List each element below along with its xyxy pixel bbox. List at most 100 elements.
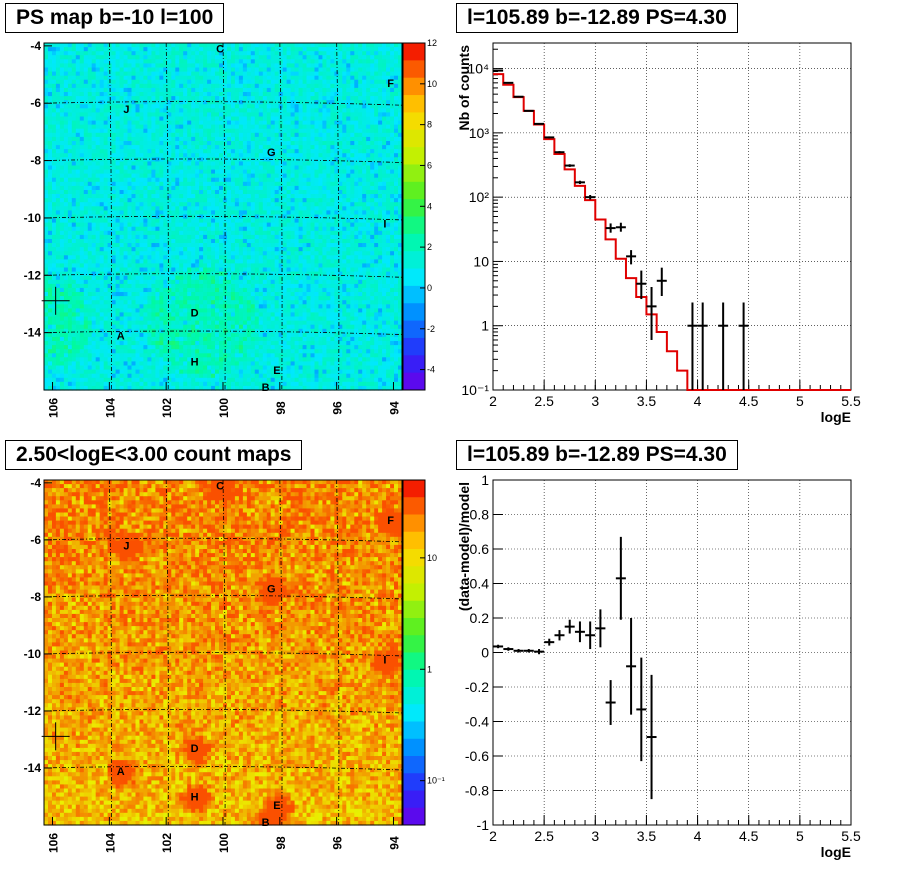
x-tick-label: 4 — [694, 828, 702, 844]
colorbar-cell — [403, 164, 425, 182]
colorbar-cell — [403, 515, 425, 533]
colorbar-cell — [403, 251, 425, 269]
source-label: A — [117, 766, 125, 778]
colorbar-cell — [403, 303, 425, 321]
colorbar-cell — [403, 739, 425, 757]
colorbar-tick-label: 6 — [427, 160, 432, 170]
colorbar-cell — [403, 653, 425, 671]
colorbar-cell — [403, 808, 425, 826]
colorbar-cell — [403, 321, 425, 339]
colorbar-cell — [403, 60, 425, 78]
spectrum-title: l=105.89 b=-12.89 PS=4.30 — [456, 3, 738, 33]
colorbar-tick-label: 2 — [427, 242, 432, 252]
colorbar-cell — [403, 286, 425, 304]
y-tick-label: 0 — [481, 645, 489, 661]
colorbar-cell — [403, 584, 425, 602]
map-pixels — [44, 480, 403, 826]
x-tick-label: 100 — [217, 398, 231, 418]
y-tick-label: 1 — [481, 318, 489, 334]
y-tick-label: 10 — [473, 253, 489, 269]
colorbar-cell — [403, 618, 425, 636]
x-tick-label: 2 — [489, 393, 497, 409]
colorbar-cell — [403, 147, 425, 165]
source-label: I — [383, 655, 386, 667]
x-tick-label: 2.5 — [534, 828, 554, 844]
source-label: A — [117, 331, 125, 343]
source-label: E — [273, 365, 280, 377]
y-tick-label: 0.6 — [470, 541, 490, 557]
y-axis-label: (data-model)/model — [456, 482, 472, 611]
y-tick-label: -10 — [24, 211, 42, 225]
source-label: G — [267, 147, 276, 159]
colorbar-tick-label: 8 — [427, 120, 432, 130]
colorbar-cell — [403, 95, 425, 113]
colorbar-cell — [403, 338, 425, 356]
colorbar-cell — [403, 497, 425, 515]
y-tick-label: -0.4 — [465, 714, 489, 730]
x-axis-label: logE — [821, 409, 851, 425]
x-tick-label: 3.5 — [637, 828, 657, 844]
colorbar-cell — [403, 532, 425, 550]
y-tick-label: -0.6 — [465, 748, 489, 764]
colorbar-cell — [403, 756, 425, 774]
colorbar-tick-label: 4 — [427, 201, 432, 211]
plot-frame — [493, 43, 851, 390]
source-label: B — [262, 817, 270, 829]
y-tick-label: -12 — [24, 704, 42, 718]
colorbar-tick-label: -2 — [427, 324, 435, 334]
x-tick-label: 3.5 — [637, 393, 657, 409]
x-tick-label: 94 — [387, 401, 401, 415]
source-label: H — [191, 356, 199, 368]
x-tick-label: 100 — [217, 833, 231, 853]
x-tick-label: 3 — [591, 828, 599, 844]
plot-frame — [493, 480, 851, 825]
y-tick-label: -12 — [24, 268, 42, 282]
source-label: E — [273, 800, 280, 812]
x-tick-label: 4.5 — [739, 393, 759, 409]
colorbar-cell — [403, 687, 425, 705]
y-axis-label: Nb of counts — [456, 45, 472, 131]
y-tick-label: 10⁻¹ — [461, 382, 489, 398]
colorbar-cell — [403, 670, 425, 688]
plot-grid — [493, 480, 851, 825]
x-tick-label: 104 — [103, 398, 117, 418]
colorbar-cell — [403, 373, 425, 391]
colorbar-cell — [403, 78, 425, 96]
source-label: I — [383, 219, 386, 231]
colorbar-cell — [403, 635, 425, 653]
colorbar-tick-label: -4 — [427, 365, 435, 375]
plot-grid — [493, 43, 851, 390]
y-tick-label: -1 — [477, 817, 490, 833]
source-label: C — [216, 481, 224, 493]
colorbar-tick-label: 10 — [427, 79, 437, 89]
x-tick-label: 5 — [796, 828, 804, 844]
colorbar-cell — [403, 722, 425, 740]
colorbar-cell — [403, 355, 425, 373]
x-tick-label: 5.5 — [841, 828, 861, 844]
y-tick-label: -6 — [30, 533, 41, 547]
colorbar-cell — [403, 601, 425, 619]
y-tick-label: -8 — [30, 590, 41, 604]
colorbar-tick-label: 10 — [427, 553, 437, 563]
residual-points — [493, 537, 656, 799]
x-axis-label: logE — [821, 844, 851, 860]
source-label: D — [191, 308, 199, 320]
y-tick-label: 0.4 — [470, 576, 490, 592]
source-label: G — [267, 583, 276, 595]
source-label: H — [191, 791, 199, 803]
count-map-title: 2.50<logE<3.00 count maps — [5, 440, 302, 470]
x-tick-label: 5 — [796, 393, 804, 409]
y-tick-label: -10 — [24, 647, 42, 661]
y-tick-label: 1 — [481, 472, 489, 488]
source-label: F — [387, 78, 394, 90]
colorbar-cell — [403, 182, 425, 200]
colorbar-cell — [403, 704, 425, 722]
residual-title: l=105.89 b=-12.89 PS=4.30 — [456, 440, 738, 470]
colorbar-cell — [403, 566, 425, 584]
